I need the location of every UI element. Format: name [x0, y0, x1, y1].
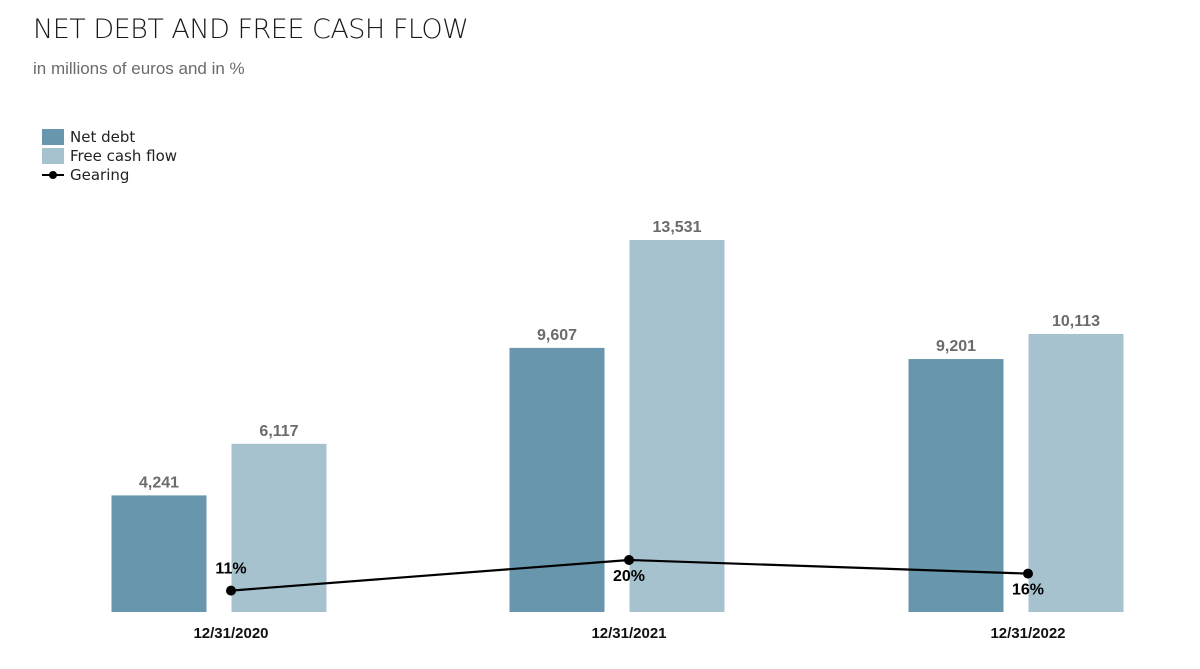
x-tick-label: 12/31/2020 [193, 625, 268, 642]
gearing-point [1023, 568, 1033, 579]
data-label: 6,117 [259, 423, 298, 440]
chart-subtitle: in millions of euros and in % [33, 59, 245, 78]
gearing-label: 20% [613, 568, 645, 585]
bar-net-debt-0 [111, 495, 207, 612]
legend-label: Gearing [70, 165, 130, 184]
legend-label: Free cash flow [70, 146, 178, 165]
gearing-label: 11% [215, 561, 246, 578]
legend-item-free-cash-flow: Free cash flow [42, 146, 177, 165]
legend-item-gearing: Gearing [42, 165, 177, 184]
net-debt-swatch [42, 128, 64, 145]
chart-title: NET DEBT AND FREE CASH FLOW [33, 14, 469, 45]
x-tick-label: 12/31/2022 [990, 625, 1065, 642]
legend-item-net-debt: Net debt [42, 127, 177, 146]
bar-net-debt-2 [908, 359, 1004, 612]
free-cash-flow-swatch [42, 147, 64, 164]
bar-free-cash-flow-2 [1028, 333, 1124, 612]
legend: Net debt Free cash flow Gearing [42, 127, 177, 184]
legend-label: Net debt [70, 127, 136, 146]
gearing-line-icon [42, 167, 64, 183]
data-label: 9,201 [936, 338, 976, 355]
gearing-label: 16% [1012, 582, 1044, 599]
bar-net-debt-1 [509, 347, 605, 612]
data-label: 10,113 [1052, 313, 1100, 330]
data-label: 13,531 [653, 219, 702, 236]
gearing-point [226, 585, 236, 596]
bar-free-cash-flow-1 [629, 240, 725, 612]
x-tick-label: 12/31/2021 [591, 625, 666, 642]
data-label: 4,241 [139, 474, 179, 491]
data-label: 9,607 [537, 327, 577, 344]
gearing-point [624, 555, 634, 565]
